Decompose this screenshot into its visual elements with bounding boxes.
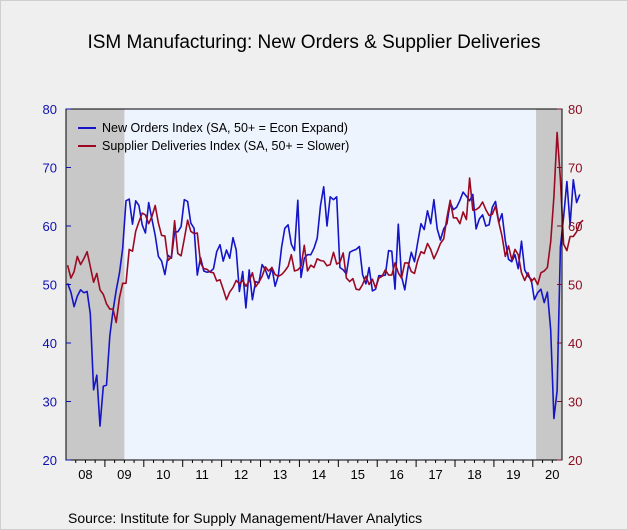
- x-tick-label: 10: [156, 467, 170, 482]
- y-tick-label-right: 50: [568, 278, 582, 293]
- x-tick-label: 08: [78, 467, 92, 482]
- x-tick-label: 20: [545, 467, 559, 482]
- x-tick-label: 19: [506, 467, 520, 482]
- series-line-new-orders: [66, 179, 581, 427]
- y-tick-label-left: 40: [43, 336, 57, 351]
- chart-title: ISM Manufacturing: New Orders & Supplier…: [87, 32, 541, 53]
- x-tick-label: 15: [351, 467, 365, 482]
- legend: New Orders Index (SA, 50+ = Econ Expand)…: [78, 121, 349, 153]
- legend-label: New Orders Index (SA, 50+ = Econ Expand): [102, 121, 348, 135]
- x-tick-label: 09: [117, 467, 131, 482]
- x-tick-label: 18: [467, 467, 481, 482]
- axis-ticks: 20 30 40 50 60 70 80 20 30 40 50 60 70 80 08 09 10 11 12 13…: [43, 102, 583, 482]
- series-group: [66, 131, 584, 427]
- plot-background: [66, 109, 562, 460]
- plot-area: [66, 109, 562, 460]
- x-tick-label: 13: [273, 467, 287, 482]
- y-tick-label-right: 60: [568, 219, 582, 234]
- x-tick-label: 14: [312, 467, 326, 482]
- y-tick-label-left: 20: [43, 453, 57, 468]
- y-tick-label-left: 70: [43, 161, 57, 176]
- x-tick-label: 11: [195, 467, 209, 482]
- y-tick-label-right: 80: [568, 102, 582, 117]
- y-tick-label-left: 50: [43, 278, 57, 293]
- y-tick-label-right: 30: [568, 395, 582, 410]
- y-tick-label-right: 20: [568, 453, 582, 468]
- y-tick-label-left: 80: [43, 102, 57, 117]
- legend-label: Supplier Deliveries Index (SA, 50+ = Slo…: [102, 139, 349, 153]
- y-tick-label-left: 30: [43, 395, 57, 410]
- y-tick-label-right: 40: [568, 336, 582, 351]
- x-tick-label: 16: [389, 467, 403, 482]
- source-note: Source: Institute for Supply Management/…: [68, 510, 423, 526]
- x-tick-label: 12: [234, 467, 248, 482]
- series-line-supplier-deliveries: [66, 131, 584, 324]
- y-tick-label-left: 60: [43, 219, 57, 234]
- recession-band-1: [66, 109, 125, 460]
- x-tick-label: 17: [428, 467, 442, 482]
- y-tick-label-right: 70: [568, 161, 582, 176]
